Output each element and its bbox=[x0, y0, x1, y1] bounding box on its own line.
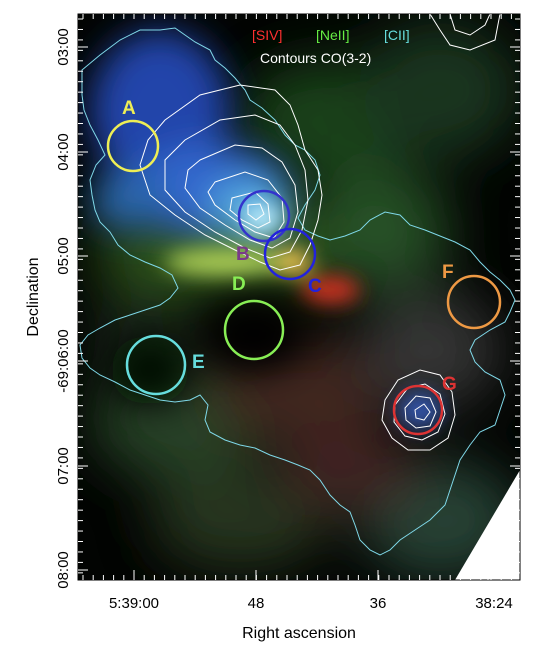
region-label-c: C bbox=[308, 276, 322, 297]
x-tick-label: 48 bbox=[248, 595, 265, 612]
legend-neii: [NeII] bbox=[316, 27, 349, 43]
region-label-d: D bbox=[232, 274, 246, 295]
region-circle-a bbox=[106, 119, 160, 173]
legend-siv: [SIV] bbox=[252, 27, 282, 43]
sky-image bbox=[78, 14, 520, 580]
y-tick-label: 04:00 bbox=[55, 133, 72, 171]
legend: [SIV] [NeII] [CII] Contours CO(3-2) bbox=[252, 27, 410, 66]
y-tick-labels: 03:00 04:00 05:00 -69:06:00 07:00 08:00 bbox=[55, 28, 72, 589]
region-label-b: B bbox=[236, 244, 250, 265]
region-circle-d bbox=[223, 299, 285, 361]
y-tick-label: 07:00 bbox=[55, 447, 72, 485]
cii-footprint bbox=[79, 27, 516, 556]
x-tick-label: 36 bbox=[370, 595, 387, 612]
minor-ticks bbox=[78, 14, 520, 580]
region-label-g: G bbox=[442, 374, 457, 395]
region-label-f: F bbox=[442, 262, 454, 283]
region-circle-b bbox=[237, 189, 291, 243]
plot-frame bbox=[77, 13, 521, 581]
y-tick-label: 03:00 bbox=[55, 28, 72, 66]
x-tick-label: 38:24 bbox=[475, 595, 513, 612]
region-circles bbox=[106, 119, 502, 436]
region-circle-g bbox=[392, 384, 444, 436]
x-axis-label: Right ascension bbox=[242, 625, 356, 642]
region-circle-e bbox=[125, 334, 187, 396]
region-circle-f bbox=[446, 274, 502, 330]
y-tick-label: 08:00 bbox=[55, 551, 72, 589]
legend-cii: [CII] bbox=[384, 27, 410, 43]
region-circle-c bbox=[263, 227, 317, 281]
x-tick-labels: 5:39:00 48 36 38:24 bbox=[109, 595, 513, 612]
region-label-a: A bbox=[122, 98, 136, 119]
tick-marks bbox=[78, 46, 520, 580]
region-label-e: E bbox=[192, 352, 205, 373]
legend-contours: Contours CO(3-2) bbox=[260, 50, 371, 66]
y-tick-label: 05:00 bbox=[55, 237, 72, 275]
y-tick-label: -69:06:00 bbox=[55, 329, 72, 392]
y-axis-label: Declination bbox=[25, 257, 42, 336]
region-labels: A B C D E F G bbox=[122, 98, 457, 395]
x-tick-label: 5:39:00 bbox=[109, 595, 159, 612]
